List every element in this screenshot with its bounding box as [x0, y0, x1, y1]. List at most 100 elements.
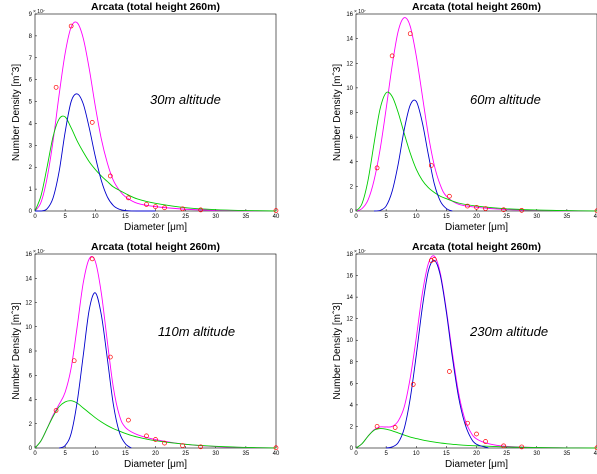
data-point-marker — [68, 23, 74, 29]
data-point-marker — [53, 408, 59, 413]
y-tick-label: 16 — [346, 274, 353, 280]
y-tick-label: 7 — [29, 56, 33, 62]
x-axis-label: Diameter [μm] — [124, 459, 187, 470]
x-tick-label: 40 — [594, 451, 597, 457]
x-axis-label: Diameter [μm] — [445, 222, 508, 233]
y-tick-label: 14 — [346, 295, 353, 301]
data-point-marker — [594, 445, 597, 451]
y-tick-label: 16 — [25, 252, 32, 258]
series-line-total — [355, 17, 597, 212]
data-point-marker — [407, 31, 413, 37]
x-tick-label: 40 — [273, 451, 280, 457]
x-axis-label: Diameter [μm] — [124, 222, 187, 233]
y-tick-label: 16 — [346, 12, 353, 18]
x-tick-label: 5 — [384, 214, 388, 220]
x-tick-label: 10 — [413, 214, 420, 220]
x-tick-label: 35 — [243, 214, 250, 220]
y-tick-label: 2 — [29, 422, 33, 428]
series-line-green — [34, 115, 277, 212]
x-tick-label: 40 — [273, 214, 280, 220]
data-point-marker — [594, 208, 597, 214]
series-line-green — [355, 91, 597, 212]
x-tick-label: 20 — [473, 214, 480, 220]
y-tick-label: 4 — [350, 403, 354, 409]
data-point-marker — [410, 382, 416, 387]
y-tick-label: 6 — [350, 381, 354, 387]
x-tick-label: 30 — [533, 451, 540, 457]
x-tick-label: 25 — [182, 214, 189, 220]
series-line-total — [355, 255, 597, 449]
data-point-marker — [501, 207, 506, 213]
x-tick-label: 20 — [152, 214, 159, 220]
data-point-marker — [71, 358, 77, 364]
x-tick-label: 15 — [443, 451, 450, 457]
altitude-annotation: 230m altitude — [469, 324, 548, 339]
data-point-marker — [153, 437, 158, 442]
y-axis-label: Number Density [mˆ3] — [10, 64, 22, 161]
x-axis-label: Diameter [μm] — [445, 459, 508, 470]
series-line-blue — [34, 93, 156, 212]
x-tick-label: 35 — [564, 451, 571, 457]
y-tick-label: 5 — [29, 100, 33, 106]
x-tick-label: 20 — [152, 451, 159, 457]
y-tick-label: 10 — [25, 325, 32, 331]
y-tick-label: 0 — [350, 446, 354, 452]
series-line-blue — [374, 99, 453, 212]
series-line-green — [34, 400, 277, 449]
x-tick-label: 35 — [564, 214, 571, 220]
axes-box — [355, 253, 597, 449]
chart-panel-3: 0 5 10 15 20 25 30 35 40 0 2 4 6 8 10 12 14 16 × 10⁷ Arcata… — [10, 241, 280, 470]
y-tick-label: 12 — [25, 301, 32, 307]
data-point-marker — [428, 163, 434, 168]
y-tick-label: 4 — [29, 398, 33, 404]
data-point-marker — [474, 204, 479, 210]
y-tick-label: 2 — [350, 184, 354, 190]
data-point-marker — [447, 193, 452, 199]
data-point-marker — [107, 173, 113, 179]
y-multiplier-label: × 10⁷ — [354, 249, 366, 255]
x-tick-label: 15 — [122, 451, 129, 457]
x-tick-label: 30 — [212, 451, 219, 457]
y-tick-label: 8 — [29, 349, 33, 355]
y-tick-label: 4 — [29, 121, 33, 127]
y-axis-label: Number Density [mˆ3] — [331, 64, 343, 161]
y-axis-label: Number Density [mˆ3] — [331, 302, 343, 399]
data-point-marker — [483, 439, 488, 444]
data-point-marker — [389, 53, 395, 59]
x-tick-label: 25 — [182, 451, 189, 457]
y-tick-label: 2 — [29, 165, 33, 171]
x-tick-label: 20 — [473, 451, 480, 457]
x-tick-label: 25 — [503, 451, 510, 457]
data-point-marker — [144, 202, 149, 207]
y-tick-label: 2 — [350, 424, 354, 430]
chart-panel-2: 0 5 10 15 20 25 30 35 40 0 2 4 6 8 10 12 14 16× 10⁷ Arcata… — [331, 1, 597, 233]
y-tick-label: 4 — [350, 160, 354, 166]
chart-title: Arcata (total height 260m) — [91, 241, 220, 253]
y-tick-label: 14 — [346, 37, 353, 43]
x-tick-label: 10 — [92, 214, 99, 220]
x-tick-label: 15 — [122, 214, 129, 220]
x-tick-label: 15 — [443, 214, 450, 220]
data-point-marker — [465, 203, 470, 209]
data-point-marker — [107, 354, 113, 360]
x-tick-label: 10 — [92, 451, 99, 457]
data-point-marker — [273, 208, 279, 213]
data-point-marker — [53, 84, 59, 90]
y-multiplier-label: × 10⁷ — [33, 249, 45, 255]
y-tick-label: 0 — [350, 209, 354, 215]
data-point-marker — [89, 119, 95, 125]
data-point-marker — [501, 443, 506, 449]
data-point-marker — [474, 431, 479, 437]
x-tick-label: 40 — [594, 214, 597, 220]
chart-title: Arcata (total height 260m) — [412, 241, 541, 253]
series-line-total — [34, 256, 277, 449]
data-point-marker — [374, 165, 380, 171]
data-point-marker — [431, 257, 437, 262]
axes-box — [355, 13, 597, 212]
y-tick-label: 14 — [25, 276, 32, 282]
y-tick-label: 3 — [29, 143, 33, 149]
y-multiplier-label: × 10⁷ — [354, 9, 366, 15]
series-line-green — [355, 428, 597, 449]
x-tick-label: 5 — [63, 451, 67, 457]
